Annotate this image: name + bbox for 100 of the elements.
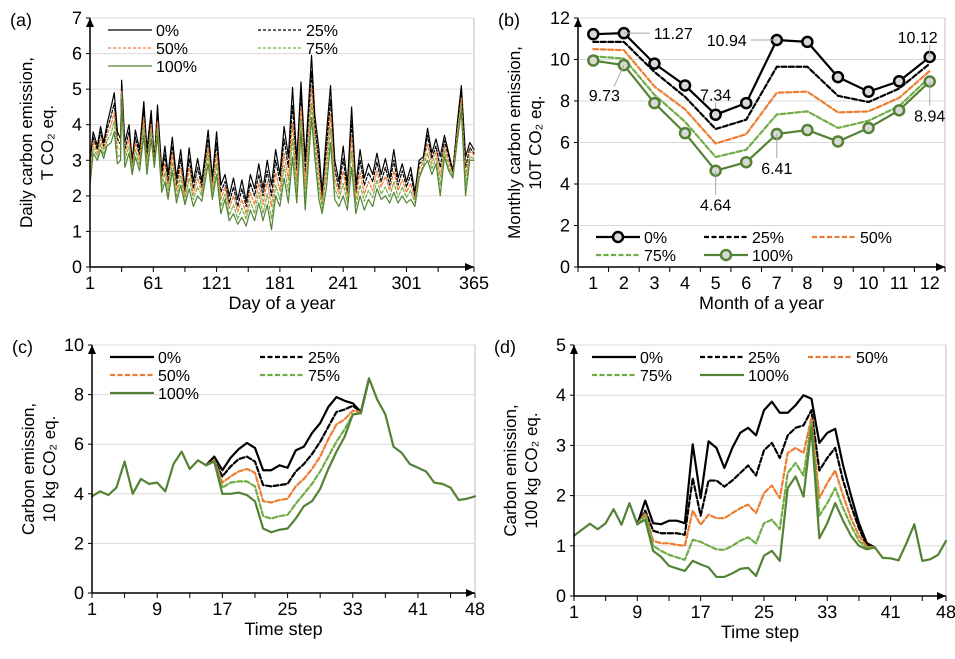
point bbox=[678, 79, 692, 92]
data-label: 4.64 bbox=[700, 198, 732, 215]
chart-title: (b) bbox=[498, 10, 520, 30]
point bbox=[587, 54, 600, 67]
point bbox=[923, 50, 936, 64]
point bbox=[618, 26, 630, 40]
x-tick-label: 1 bbox=[588, 273, 598, 293]
legend-label: 25% bbox=[306, 23, 338, 40]
point bbox=[648, 96, 661, 110]
legend-label: 0% bbox=[156, 23, 180, 40]
x-tick-label: 33 bbox=[342, 599, 363, 619]
x-tick-label: 9 bbox=[152, 599, 162, 619]
chart-title: (c) bbox=[12, 337, 33, 357]
x-axis-title: Time step bbox=[244, 619, 323, 639]
point bbox=[801, 36, 814, 48]
y-tick-label: 12 bbox=[550, 8, 570, 28]
point bbox=[862, 122, 875, 134]
legend-label: 25% bbox=[308, 350, 340, 367]
x-tick-label: 7 bbox=[772, 273, 782, 293]
y-tick-label: 4 bbox=[560, 174, 570, 194]
legend-label: 50% bbox=[156, 41, 188, 58]
point bbox=[770, 128, 784, 140]
chart-title: (d) bbox=[494, 337, 516, 357]
x-tick-label: 4 bbox=[680, 273, 690, 293]
y-tick-label: 4 bbox=[74, 484, 84, 504]
x-tick-label: 11 bbox=[890, 273, 908, 293]
legend-label: 0% bbox=[644, 230, 668, 247]
x-tick-label: 6 bbox=[741, 273, 752, 293]
x-tick-label: 301 bbox=[391, 273, 422, 293]
data-label: 10.12 bbox=[898, 30, 938, 48]
chart-title: (a) bbox=[10, 10, 32, 30]
y-axis-title: Carbon emission, 10 kg CO₂ eq. bbox=[19, 402, 59, 536]
y-tick-label: 2 bbox=[556, 486, 566, 506]
line-series bbox=[572, 426, 948, 578]
x-tick-label: 17 bbox=[212, 599, 232, 619]
y-tick-label: 8 bbox=[560, 91, 570, 111]
y-tick-label: 3 bbox=[72, 150, 82, 170]
y-axis-title: Daily carbon emission, T CO₂ eq. bbox=[17, 56, 57, 228]
x-tick-label: 2 bbox=[618, 273, 629, 293]
y-tick-label: 5 bbox=[72, 79, 82, 100]
data-label: 8.94 bbox=[914, 108, 946, 126]
legend-label: 100% bbox=[748, 368, 789, 385]
data-label: 7.34 bbox=[700, 88, 732, 105]
y-tick-label: 10 bbox=[550, 50, 570, 70]
y-tick-label: 8 bbox=[74, 384, 84, 405]
y-tick-label: 6 bbox=[560, 132, 570, 152]
data-label: 9.73 bbox=[588, 88, 620, 106]
legend-label: 25% bbox=[752, 230, 784, 247]
y-tick-label: 0 bbox=[560, 257, 570, 277]
x-tick-label: 3 bbox=[649, 273, 660, 293]
point bbox=[648, 57, 661, 70]
point bbox=[832, 70, 844, 84]
x-tick-label: 41 bbox=[880, 602, 901, 622]
x-tick-label: 121 bbox=[202, 273, 232, 293]
legend-label: 25% bbox=[748, 350, 780, 367]
x-tick-label: 61 bbox=[143, 273, 164, 293]
point bbox=[587, 28, 600, 40]
y-tick-label: 6 bbox=[74, 434, 84, 454]
legend-label: 100% bbox=[158, 386, 199, 403]
y-tick-label: 1 bbox=[72, 221, 82, 242]
y-tick-label: 4 bbox=[72, 114, 82, 135]
y-axis-title: Carbon emission, 100 kg CO₂ eq. bbox=[501, 404, 541, 537]
x-axis-title: Time step bbox=[720, 622, 800, 642]
point bbox=[618, 58, 630, 72]
legend-label: 75% bbox=[644, 248, 676, 265]
data-label: 10.94 bbox=[706, 32, 747, 50]
x-tick-label: 10 bbox=[858, 273, 879, 293]
legend-label: 50% bbox=[158, 368, 190, 385]
legend-label: 75% bbox=[640, 368, 672, 385]
data-label: 11.27 bbox=[654, 26, 693, 44]
point bbox=[740, 96, 752, 110]
x-tick-label: 241 bbox=[328, 273, 358, 293]
x-tick-label: 181 bbox=[264, 273, 295, 293]
x-axis-title: Day of a year bbox=[228, 293, 336, 313]
y-tick-label: 1 bbox=[556, 536, 566, 556]
x-tick-label: 41 bbox=[408, 599, 428, 619]
x-tick-label: 48 bbox=[936, 602, 955, 622]
point bbox=[862, 85, 875, 98]
y-tick-label: 10 bbox=[64, 335, 84, 355]
point bbox=[740, 156, 752, 168]
x-axis-title: Month of a year bbox=[698, 293, 824, 313]
x-tick-label: 8 bbox=[802, 273, 812, 293]
legend-label: 50% bbox=[860, 230, 892, 247]
point bbox=[770, 34, 784, 46]
y-axis-title: Monthly carbon emission, 10T CO₂ eq. bbox=[505, 46, 545, 239]
x-tick-label: 48 bbox=[464, 599, 486, 619]
x-tick-label: 17 bbox=[690, 602, 711, 622]
y-tick-label: 5 bbox=[556, 335, 566, 355]
data-label: 6.41 bbox=[761, 160, 792, 178]
x-tick-label: 12 bbox=[920, 273, 940, 293]
point bbox=[892, 75, 906, 88]
x-tick-label: 1 bbox=[86, 599, 98, 619]
point bbox=[801, 124, 814, 136]
line-series bbox=[204, 410, 362, 504]
x-tick-label: 9 bbox=[632, 602, 642, 622]
x-tick-label: 5 bbox=[710, 273, 721, 293]
x-tick-label: 25 bbox=[278, 599, 298, 619]
point bbox=[678, 126, 692, 140]
point bbox=[709, 108, 722, 121]
legend-label: 75% bbox=[308, 368, 340, 385]
